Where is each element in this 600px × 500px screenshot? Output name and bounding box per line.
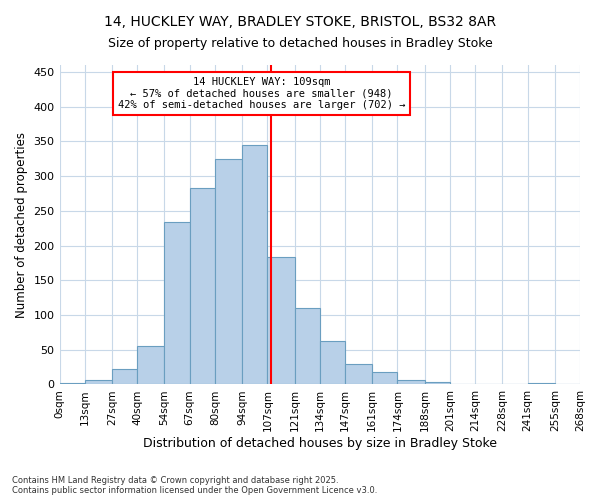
Bar [190, 188, 215, 384]
Bar [137, 346, 164, 385]
Bar [85, 380, 112, 384]
X-axis label: Distribution of detached houses by size in Bradley Stoke: Distribution of detached houses by size … [143, 437, 497, 450]
Text: Size of property relative to detached houses in Bradley Stoke: Size of property relative to detached ho… [107, 38, 493, 51]
Bar [268, 258, 295, 384]
Bar [397, 380, 425, 384]
Text: Contains HM Land Registry data © Crown copyright and database right 2025.
Contai: Contains HM Land Registry data © Crown c… [12, 476, 377, 495]
Bar [242, 145, 268, 384]
Bar [215, 159, 242, 384]
Bar [59, 383, 85, 384]
Bar [320, 342, 345, 384]
Bar [527, 383, 555, 384]
Bar [295, 308, 320, 384]
Text: 14 HUCKLEY WAY: 109sqm
← 57% of detached houses are smaller (948)
42% of semi-de: 14 HUCKLEY WAY: 109sqm ← 57% of detached… [118, 77, 405, 110]
Bar [112, 369, 137, 384]
Bar [345, 364, 372, 384]
Y-axis label: Number of detached properties: Number of detached properties [15, 132, 28, 318]
Bar [425, 382, 450, 384]
Text: 14, HUCKLEY WAY, BRADLEY STOKE, BRISTOL, BS32 8AR: 14, HUCKLEY WAY, BRADLEY STOKE, BRISTOL,… [104, 15, 496, 29]
Bar [164, 222, 190, 384]
Bar [372, 372, 397, 384]
